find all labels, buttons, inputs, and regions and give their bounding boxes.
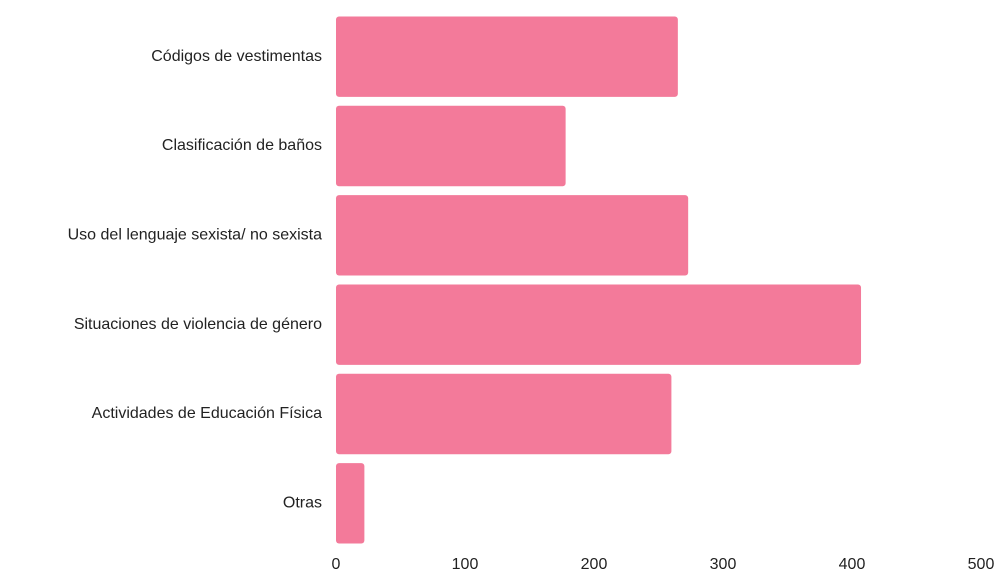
bar bbox=[336, 463, 365, 544]
y-tick-label: Situaciones de violencia de género bbox=[74, 316, 322, 333]
y-tick-label: Uso del lenguaje sexista/ no sexista bbox=[68, 227, 322, 244]
x-tick-label: 300 bbox=[710, 556, 737, 572]
x-tick-label: 0 bbox=[332, 556, 341, 572]
x-tick-label: 400 bbox=[839, 556, 866, 572]
bar bbox=[336, 284, 862, 365]
bar bbox=[336, 195, 689, 276]
y-tick-label: Códigos de vestimentas bbox=[151, 48, 322, 65]
x-tick-label: 500 bbox=[968, 556, 995, 572]
x-tick-label: 200 bbox=[581, 556, 608, 572]
y-tick-label: Clasificación de baños bbox=[162, 137, 322, 154]
bar bbox=[336, 16, 678, 97]
bar bbox=[336, 105, 566, 187]
bar bbox=[336, 373, 672, 455]
y-tick-label: Actividades de Educación Física bbox=[92, 405, 322, 422]
y-tick-label: Otras bbox=[283, 495, 322, 512]
x-tick-label: 100 bbox=[452, 556, 479, 572]
